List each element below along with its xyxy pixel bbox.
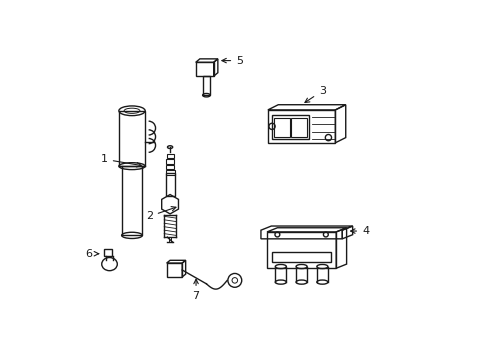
Bar: [103, 248, 112, 256]
Text: 3: 3: [305, 86, 325, 103]
Bar: [166, 159, 174, 164]
Bar: [119, 111, 145, 166]
Text: 1: 1: [101, 154, 141, 167]
Bar: [165, 170, 174, 175]
Text: 7: 7: [192, 279, 199, 301]
Bar: [291, 118, 307, 136]
Bar: [272, 252, 330, 262]
Bar: [165, 165, 174, 169]
Text: 5: 5: [222, 55, 243, 66]
Text: 4: 4: [350, 226, 368, 236]
Bar: [166, 154, 173, 158]
Bar: [165, 173, 174, 195]
Bar: [267, 110, 335, 143]
Text: 2: 2: [145, 207, 176, 221]
Bar: [195, 62, 213, 76]
Text: 6: 6: [85, 249, 99, 259]
Bar: [122, 166, 142, 235]
Bar: [266, 232, 336, 268]
Bar: [166, 263, 182, 277]
Bar: [273, 118, 289, 136]
Bar: [168, 238, 171, 242]
Bar: [271, 115, 308, 139]
Bar: [202, 76, 210, 95]
